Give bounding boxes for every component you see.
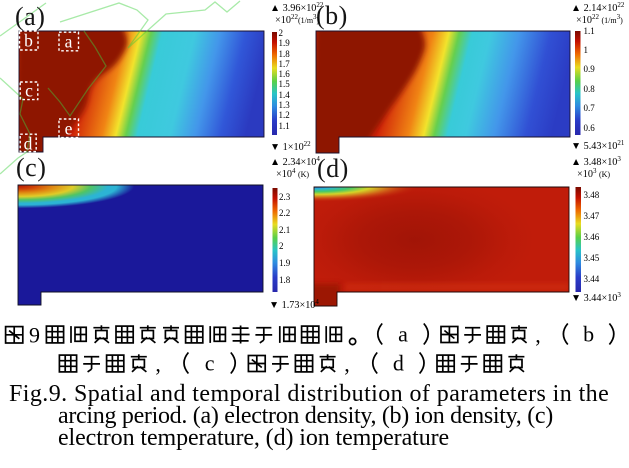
svg-text:d: d [24,134,33,154]
svg-text:a: a [65,32,73,52]
svg-text:e: e [65,119,73,139]
svg-text:c: c [205,352,215,375]
svg-text:c: c [25,81,33,101]
svg-text:,: , [344,352,350,377]
svg-text:,: , [535,323,541,348]
svg-text:b: b [583,323,594,346]
svg-text:d: d [393,352,404,375]
svg-text:b: b [24,31,33,51]
svg-text:a: a [398,323,408,346]
svg-text:9: 9 [29,323,40,348]
svg-text:,: , [155,352,161,377]
